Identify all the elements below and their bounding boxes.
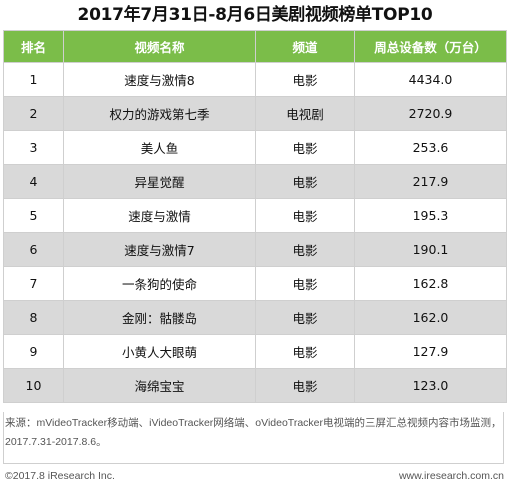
cell-video-name: 异星觉醒 (63, 164, 256, 199)
cell-rank: 2 (3, 96, 64, 131)
cell-video-name: 速度与激情7 (63, 232, 256, 267)
cell-device-count: 195.3 (354, 198, 507, 233)
table-row: 1 速度与激情8 电影 4434.0 (3, 62, 507, 97)
cell-channel: 电影 (255, 232, 355, 267)
page-title: 2017年7月31日-8月6日美剧视频榜单TOP10 (77, 5, 433, 25)
table-row: 5 速度与激情 电影 195.3 (3, 198, 507, 233)
header-rank: 排名 (3, 30, 64, 63)
cell-channel: 电影 (255, 130, 355, 165)
cell-video-name: 一条狗的使命 (63, 266, 256, 301)
cell-device-count: 123.0 (354, 368, 507, 403)
cell-rank: 6 (3, 232, 64, 267)
cell-channel: 电影 (255, 198, 355, 233)
cell-device-count: 253.6 (354, 130, 507, 165)
cell-channel: 电影 (255, 164, 355, 199)
cell-channel: 电影 (255, 300, 355, 335)
table-row: 3 美人鱼 电影 253.6 (3, 130, 507, 165)
cell-rank: 5 (3, 198, 64, 233)
header-value: 周总设备数（万台） (354, 30, 507, 63)
table-row: 2 权力的游戏第七季 电视剧 2720.9 (3, 96, 507, 131)
cell-channel: 电影 (255, 368, 355, 403)
table-row: 7 一条狗的使命 电影 162.8 (3, 266, 507, 301)
cell-rank: 1 (3, 62, 64, 97)
cell-rank: 8 (3, 300, 64, 335)
header-name: 视频名称 (63, 30, 256, 63)
source-note: 来源：mVideoTracker移动端、iVideoTracker网络端、oVi… (5, 417, 502, 448)
table-row: 6 速度与激情7 电影 190.1 (3, 232, 507, 267)
table-row: 8 金刚：骷髅岛 电影 162.0 (3, 300, 507, 335)
cell-video-name: 金刚：骷髅岛 (63, 300, 256, 335)
cell-channel: 电影 (255, 266, 355, 301)
cell-rank: 4 (3, 164, 64, 199)
cell-video-name: 权力的游戏第七季 (63, 96, 256, 131)
cell-video-name: 速度与激情 (63, 198, 256, 233)
cell-device-count: 217.9 (354, 164, 507, 199)
copyright-text: ©2017.8 iResearch Inc. (5, 470, 115, 482)
source-box (3, 412, 504, 464)
table-row: 10 海绵宝宝 电影 123.0 (3, 368, 507, 403)
cell-device-count: 4434.0 (354, 62, 507, 97)
cell-rank: 9 (3, 334, 64, 369)
cell-device-count: 162.0 (354, 300, 507, 335)
cell-rank: 3 (3, 130, 64, 165)
header-channel: 频道 (255, 30, 355, 63)
table-header-row: 排名 视频名称 频道 周总设备数（万台） (3, 30, 507, 63)
cell-device-count: 190.1 (354, 232, 507, 267)
table-row: 4 异星觉醒 电影 217.9 (3, 164, 507, 199)
ranking-table: 排名 视频名称 频道 周总设备数（万台） 1 速度与激情8 电影 4434.0 2 权力的… (3, 30, 507, 403)
cell-rank: 7 (3, 266, 64, 301)
cell-channel: 电视剧 (255, 96, 355, 131)
cell-video-name: 小黄人大眼萌 (63, 334, 256, 369)
website-link[interactable]: www.iresearch.com.cn (398, 470, 504, 482)
cell-device-count: 2720.9 (354, 96, 507, 131)
cell-channel: 电影 (255, 62, 355, 97)
cell-video-name: 美人鱼 (63, 130, 256, 165)
cell-video-name: 海绵宝宝 (63, 368, 256, 403)
table-body: 1 速度与激情8 电影 4434.0 2 权力的游戏第七季 电视剧 2720.9 3 美人鱼 电影 2… (3, 62, 507, 403)
cell-device-count: 162.8 (354, 266, 507, 301)
cell-device-count: 127.9 (354, 334, 507, 369)
cell-rank: 10 (3, 368, 64, 403)
ranking-table-container: 排名 视频名称 频道 周总设备数（万台） 1 速度与激情8 电影 4434.0 2 权力的… (3, 30, 507, 403)
cell-channel: 电影 (255, 334, 355, 369)
cell-video-name: 速度与激情8 (63, 62, 256, 97)
table-row: 9 小黄人大眼萌 电影 127.9 (3, 334, 507, 369)
